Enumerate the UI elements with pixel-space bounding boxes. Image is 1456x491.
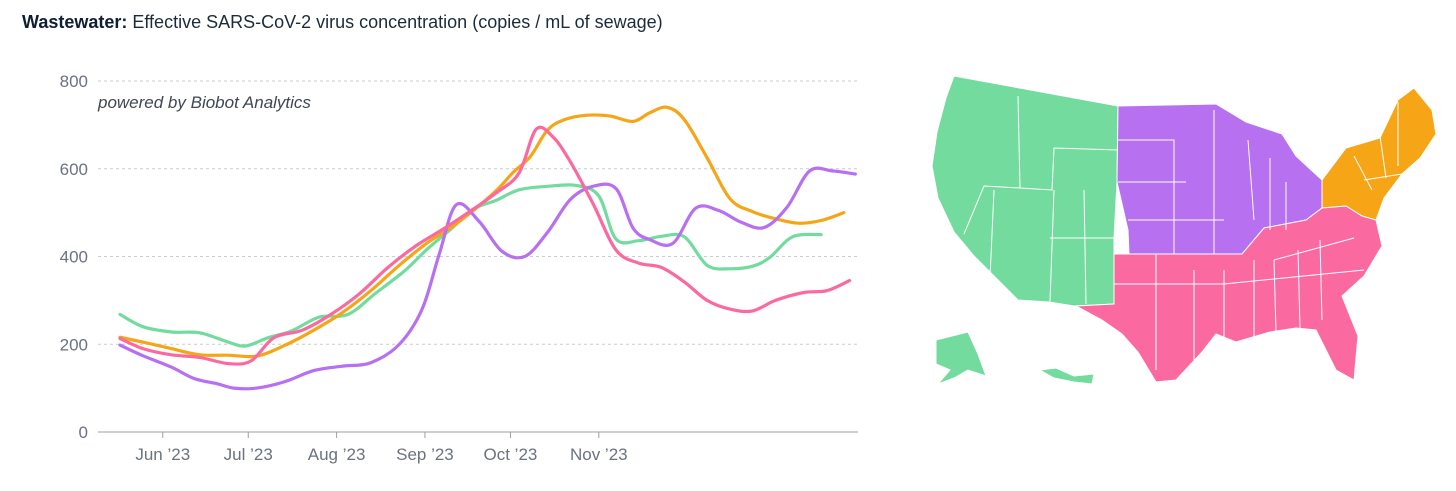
us-region-map [931,75,1437,385]
x-tick-label: Sep ’23 [396,445,454,464]
series-line-northeast [118,105,846,359]
y-tick-label: 400 [60,248,88,267]
x-tick-label: Jul ’23 [224,445,273,464]
x-tick-label: Aug ’23 [308,445,366,464]
x-tick-label: Oct ’23 [484,445,538,464]
y-tick-label: 800 [60,72,88,91]
map-region-alaska[interactable] [935,331,987,385]
y-tick-label: 200 [60,335,88,354]
chart-title-rest: Effective SARS-CoV-2 virus concentration… [127,12,663,32]
series-line-south [118,125,852,366]
map-region-south[interactable] [1074,205,1383,383]
state-borders [963,95,1403,370]
x-tick-label: Nov ’23 [570,445,628,464]
y-tick-label: 0 [79,423,88,442]
x-tick-label: Jun ’23 [135,445,190,464]
y-tick-label: 600 [60,160,88,179]
chart-credit: powered by Biobot Analytics [97,93,311,112]
map-region-northeast[interactable] [1321,87,1437,221]
chart-title: Wastewater: Effective SARS-CoV-2 virus c… [22,12,663,33]
line-chart: 0 200 400 600 800 Jun ’23 Jul ’23 Aug ’23 Sep ’2… [60,72,858,464]
map-region-west[interactable] [931,75,1119,307]
chart-title-bold: Wastewater: [22,12,128,32]
series-line-midwest [118,166,857,391]
map-region-hawaii[interactable] [1038,367,1095,385]
series-line-west [118,183,823,348]
